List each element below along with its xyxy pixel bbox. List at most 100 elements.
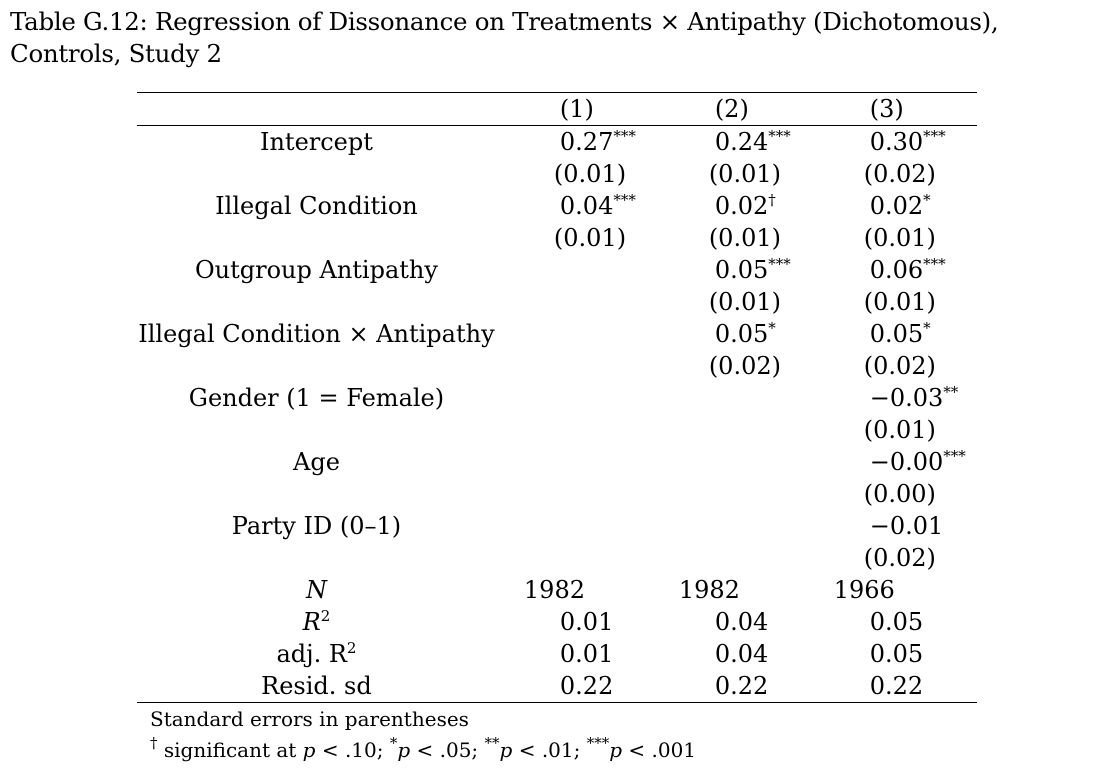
cell-col-3: −0.03** — [806, 382, 977, 414]
stat-label-superscript: 2 — [320, 607, 331, 625]
cell-col-1 — [496, 382, 651, 414]
note-star: * — [389, 734, 398, 752]
cell-value: (0.01) — [553, 224, 627, 252]
table-row: Illegal Condition 0.04*** 0.02† 0.02* — [137, 190, 977, 222]
cell-col-3: (0.01) — [806, 414, 977, 446]
cell-value: (0.02) — [708, 352, 781, 380]
header-label-blank — [137, 92, 496, 126]
stat-cell-col-1: 0.01 — [559, 640, 614, 668]
cell-col-2 — [651, 478, 806, 510]
cell-col-3: 0.02* — [806, 190, 977, 222]
cell-value: (0.01) — [553, 160, 627, 188]
stat-cell-col-2: 0.22 — [650, 670, 806, 703]
table-row: (0.00) — [137, 478, 977, 510]
cell-col-2: 0.24*** — [651, 126, 806, 159]
cell-col-1 — [496, 318, 651, 350]
note-star: ** — [484, 734, 500, 752]
note-significance: † significant at p < .10; *p < .05; **p … — [150, 734, 696, 763]
row-label: Age — [293, 448, 340, 476]
cell-col-3: (0.01) — [806, 222, 977, 254]
cell-value: −0.00 — [869, 448, 944, 476]
significance-stars: * — [768, 319, 776, 337]
cell-col-1 — [496, 350, 651, 382]
cell-value: 0.02 — [714, 192, 769, 220]
cell-value: 0.02 — [869, 192, 924, 220]
row-label: Outgroup Antipathy — [194, 256, 438, 284]
stat-cell-col-2: 0.04 — [714, 640, 769, 668]
table-row: (0.01) — [137, 414, 977, 446]
cell-col-1 — [496, 478, 651, 510]
cell-col-1: 0.04*** — [496, 190, 651, 222]
note-text: significant at — [157, 738, 303, 762]
cell-col-2 — [651, 382, 806, 414]
stat-cell-col-2: 1982 — [678, 576, 740, 604]
cell-value: 0.05 — [714, 256, 769, 284]
cell-value: 0.30 — [869, 128, 924, 156]
stat-cell-col-1: 0.22 — [495, 670, 651, 703]
regression-table-container: (1) (2) (3) Intercept 0.27*** 0.24*** 0.30*… — [137, 92, 977, 703]
cell-col-1 — [496, 414, 651, 446]
row-label — [137, 286, 496, 318]
cell-col-2: (0.02) — [651, 350, 806, 382]
cell-value: −0.03 — [869, 384, 944, 412]
significance-stars: *** — [943, 447, 966, 465]
table-row: (0.02) (0.02) — [137, 350, 977, 382]
cell-value: (0.01) — [863, 416, 936, 444]
cell-value: −0.01 — [869, 512, 944, 540]
stat-cell-col-2: 0.04 — [714, 608, 769, 636]
stat-cell-col-1: 1982 — [523, 576, 585, 604]
note-text: < .05; — [410, 738, 485, 762]
cell-value: (0.02) — [863, 352, 936, 380]
cell-col-3: (0.02) — [806, 350, 977, 382]
significance-stars: ** — [943, 383, 959, 401]
row-label: Illegal Condition — [215, 192, 418, 220]
note-p: p — [302, 738, 316, 762]
stat-label-superscript: 2 — [346, 639, 357, 657]
note-text: < .10; — [315, 738, 390, 762]
cell-col-2: (0.01) — [651, 158, 806, 190]
stat-label-text: R — [302, 608, 321, 636]
cell-value: (0.01) — [863, 288, 936, 316]
row-label — [137, 542, 496, 574]
cell-col-3: (0.02) — [806, 542, 977, 574]
cell-col-1 — [496, 254, 651, 286]
row-label: Intercept — [259, 128, 373, 156]
table-row: Illegal Condition × Antipathy 0.05* 0.05* — [137, 318, 977, 350]
significance-stars: *** — [923, 127, 946, 145]
stats-row: Resid. sd 0.22 0.22 0.22 — [137, 670, 977, 703]
cell-col-1 — [496, 286, 651, 318]
table-row: (0.01) (0.01) — [137, 286, 977, 318]
note-p: p — [397, 738, 411, 762]
header-row: (1) (2) (3) — [137, 92, 977, 126]
dagger-symbol: † — [150, 734, 158, 752]
cell-col-2 — [651, 414, 806, 446]
cell-col-1 — [496, 446, 651, 478]
cell-col-1 — [496, 510, 651, 542]
significance-stars: *** — [613, 127, 636, 145]
significance-stars: † — [768, 191, 776, 209]
note-p: p — [609, 738, 623, 762]
table-row: (0.01) (0.01) (0.02) — [137, 158, 977, 190]
stat-cell-col-3: 1966 — [833, 576, 895, 604]
table-row: Intercept 0.27*** 0.24*** 0.30*** — [137, 126, 977, 159]
table-row: (0.02) — [137, 542, 977, 574]
note-p: p — [499, 738, 513, 762]
cell-col-1: 0.27*** — [496, 126, 651, 159]
stat-cell-col-3: 0.05 — [869, 640, 924, 668]
stat-label: N — [137, 574, 496, 606]
table-caption: Table G.12: Regression of Dissonance on … — [10, 7, 999, 68]
stat-cell-col-3: 0.05 — [869, 608, 924, 636]
cell-col-3: 0.06*** — [806, 254, 977, 286]
stat-label-text: adj. R — [276, 640, 347, 668]
cell-value: (0.01) — [863, 224, 936, 252]
stats-row: R2 0.01 0.04 0.05 — [137, 606, 977, 638]
cell-value: (0.01) — [708, 160, 781, 188]
cell-col-2: (0.01) — [651, 222, 806, 254]
cell-col-3: 0.05* — [806, 318, 977, 350]
cell-value: 0.05 — [714, 320, 769, 348]
cell-col-2 — [651, 510, 806, 542]
cell-col-3: (0.01) — [806, 286, 977, 318]
stats-row: N 1982 1982 1966 — [137, 574, 977, 606]
header-col-1: (1) — [495, 92, 651, 126]
table-row: Gender (1 = Female) −0.03** — [137, 382, 977, 414]
